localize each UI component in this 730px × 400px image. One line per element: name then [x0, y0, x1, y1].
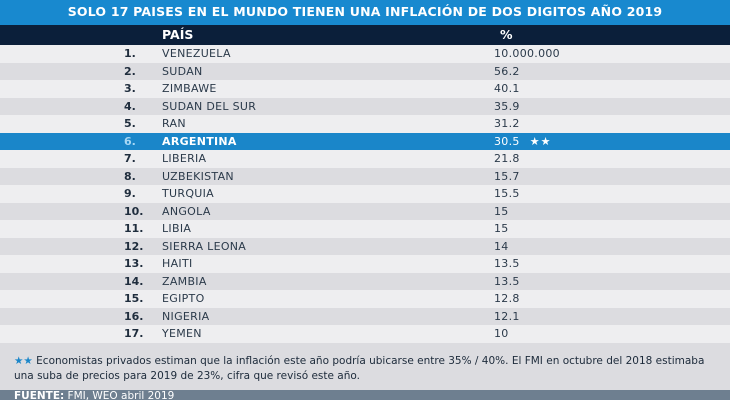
table-row: 15. EGIPTO 12.8 — [0, 290, 730, 308]
source-bar: FUENTE: FMI, WEO abril 2019 — [0, 390, 730, 400]
row-country: ANGOLA — [162, 204, 211, 218]
table-row: 16. NIGERIA 12.1 — [0, 307, 730, 325]
row-country: SIERRA LEONA — [162, 239, 247, 253]
table-row-highlighted: 6. ARGENTINA 30.5 ★★ — [0, 132, 730, 151]
row-value: 31.2 — [494, 117, 520, 130]
row-rank: 17. — [124, 327, 144, 340]
table-row: 14. ZAMBIA 13.5 — [0, 272, 730, 290]
row-rank: 12. — [124, 239, 144, 253]
footnote: ★★ Economistas privados estiman que la i… — [0, 343, 730, 390]
row-rank: 5. — [124, 117, 136, 130]
source-text: FMI, WEO abril 2019 — [67, 390, 175, 400]
row-country: ARGENTINA — [162, 134, 237, 148]
row-country: YEMEN — [162, 327, 202, 340]
source-label: FUENTE: — [14, 390, 65, 400]
table-row: 1. VENEZUELA 10.000.000 — [0, 45, 730, 63]
table-title: SOLO 17 PAISES EN EL MUNDO TIENEN UNA IN… — [0, 0, 730, 25]
row-rank: 7. — [124, 152, 136, 165]
stars-icon: ★★ — [529, 134, 552, 148]
table-row: 10. ANGOLA 15 — [0, 202, 730, 220]
row-rank: 16. — [124, 309, 144, 323]
table-row: 17. YEMEN 10 — [0, 325, 730, 343]
row-rank: 2. — [124, 64, 136, 78]
row-value: 13.5 — [494, 257, 520, 270]
row-rank: 8. — [124, 169, 136, 183]
row-value: 13.5 — [494, 274, 520, 288]
table-row: 9. TURQUIA 15.5 — [0, 185, 730, 203]
column-header-percent: % — [500, 27, 513, 42]
table-header: PAÍS % — [0, 25, 730, 45]
row-rank: 1. — [124, 47, 136, 60]
table-row: 11. LIBIA 15 — [0, 220, 730, 238]
table-row: 7. LIBERIA 21.8 — [0, 150, 730, 168]
row-value: 40.1 — [494, 82, 520, 95]
row-country: LIBIA — [162, 222, 192, 235]
row-country: LIBERIA — [162, 152, 207, 165]
row-country: VENEZUELA — [162, 47, 231, 60]
table-body: 1. VENEZUELA 10.000.000 2. SUDAN 56.2 3. ZIMBAW… — [0, 45, 730, 343]
table-row: 3. ZIMBAWE 40.1 — [0, 80, 730, 98]
column-header-country: PAÍS — [162, 27, 194, 42]
row-value: 15.5 — [494, 187, 520, 200]
table-row: 8. UZBEKISTAN 15.7 — [0, 167, 730, 185]
row-country: SUDAN DEL SUR — [162, 99, 257, 113]
footnote-text: Economistas privados estiman que la infl… — [14, 355, 705, 382]
row-country: RAN — [162, 117, 186, 130]
table-row: 12. SIERRA LEONA 14 — [0, 237, 730, 255]
table-row: 5. RAN 31.2 — [0, 115, 730, 133]
row-value: 35.9 — [494, 99, 520, 113]
row-country: ZIMBAWE — [162, 82, 217, 95]
row-country: NIGERIA — [162, 309, 210, 323]
row-value: 15 — [494, 222, 509, 235]
row-rank: 15. — [124, 292, 144, 305]
row-value: 14 — [494, 239, 509, 253]
row-rank: 9. — [124, 187, 136, 200]
row-rank: 4. — [124, 99, 136, 113]
row-value-text: 30.5 — [494, 134, 520, 148]
row-country: HAITI — [162, 257, 193, 270]
table-row: 4. SUDAN DEL SUR 35.9 — [0, 97, 730, 115]
row-country: TURQUIA — [162, 187, 214, 200]
table-row: 2. SUDAN 56.2 — [0, 62, 730, 80]
row-value: 10 — [494, 327, 509, 340]
row-value: 56.2 — [494, 64, 520, 78]
footnote-stars-icon: ★★ — [14, 355, 33, 367]
row-value: 30.5 ★★ — [494, 133, 551, 151]
row-rank: 14. — [124, 274, 144, 288]
table-row: 13. HAITI 13.5 — [0, 255, 730, 273]
row-value: 15.7 — [494, 169, 520, 183]
row-value: 21.8 — [494, 152, 520, 165]
row-rank: 13. — [124, 257, 144, 270]
row-country: UZBEKISTAN — [162, 169, 234, 183]
row-rank: 11. — [124, 222, 144, 235]
row-rank: 3. — [124, 82, 136, 95]
row-rank: 10. — [124, 204, 144, 218]
row-country: ZAMBIA — [162, 274, 207, 288]
row-country: EGIPTO — [162, 292, 205, 305]
row-value: 15 — [494, 204, 509, 218]
row-value: 12.1 — [494, 309, 520, 323]
row-country: SUDAN — [162, 64, 203, 78]
row-value: 12.8 — [494, 292, 520, 305]
row-rank: 6. — [124, 134, 136, 148]
row-value: 10.000.000 — [494, 47, 560, 60]
